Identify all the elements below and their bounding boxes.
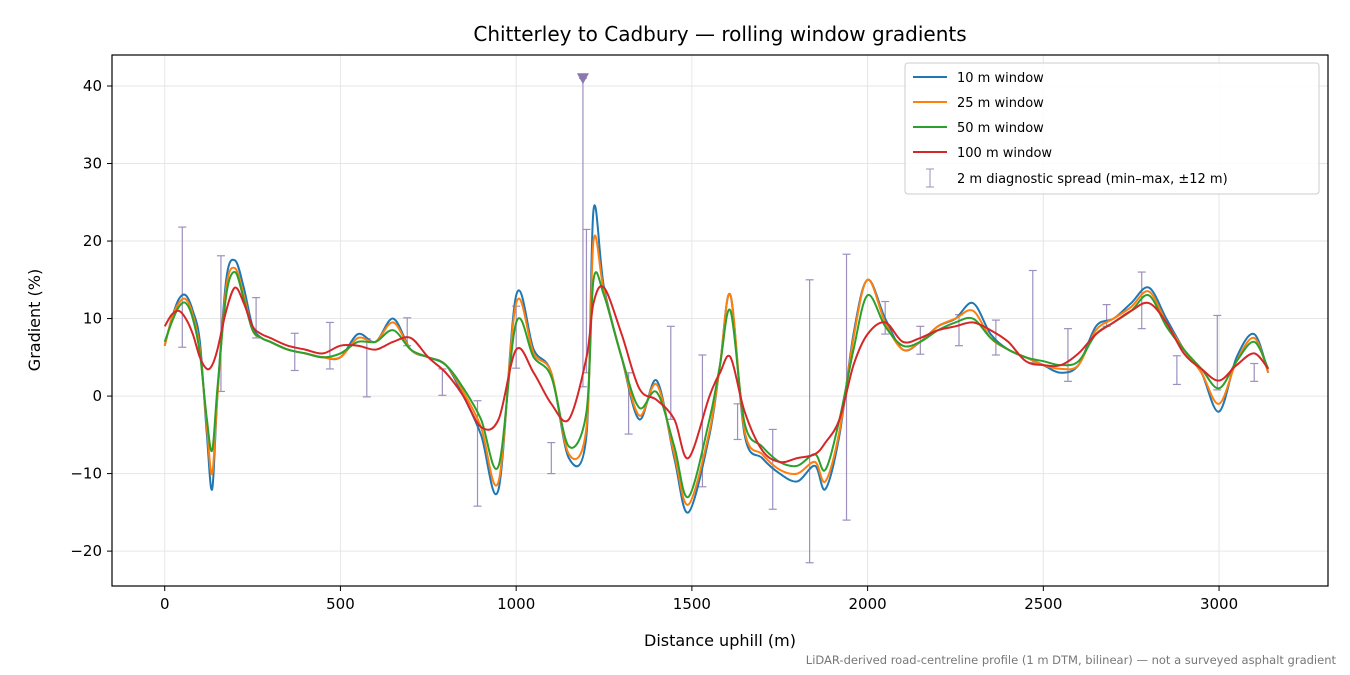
y-axis-label: Gradient (%)	[25, 269, 44, 371]
series-line-w50	[163, 271, 1270, 498]
diagnostic-spread-bar	[325, 321, 334, 370]
plot-frame	[111, 54, 1329, 587]
diagnostic-spread-bar	[916, 325, 925, 355]
series-lines	[163, 204, 1270, 514]
legend-box	[904, 62, 1320, 195]
legend-label-100m: 100 m window	[957, 146, 1052, 161]
y-tick-label: 20	[83, 232, 102, 250]
clipped-markers	[576, 73, 589, 85]
diagnostic-spread-bar	[178, 226, 187, 348]
legend-swatch-errorbar	[926, 168, 934, 188]
x-tick-label: 2000	[849, 595, 887, 613]
legend-label-25m: 25 m window	[957, 96, 1044, 111]
legend-label-10m: 10 m window	[957, 71, 1044, 86]
x-tick-label: 3000	[1200, 595, 1238, 613]
clipped-max-marker	[576, 73, 589, 85]
diagnostic-spread-bar	[1250, 362, 1259, 382]
y-tick-label: 10	[83, 310, 102, 328]
x-tick-label: 500	[326, 595, 355, 613]
grid-lines	[112, 55, 1328, 586]
x-tick-label: 2500	[1024, 595, 1062, 613]
y-tick-label: 30	[83, 155, 102, 173]
legend-label-50m: 50 m window	[957, 121, 1044, 136]
diagnostic-spread-bar	[1213, 314, 1222, 391]
x-tick-label: 1000	[497, 595, 535, 613]
legend: 10 m window 25 m window 50 m window 100 …	[904, 62, 1320, 195]
y-tick-label: 40	[83, 77, 102, 95]
y-tick-label: −20	[70, 542, 102, 560]
y-tick-label: −10	[70, 465, 102, 483]
y-axis-ticks: −20 −10 0 10 20 30 40	[70, 77, 112, 560]
series-line-w100	[163, 285, 1270, 464]
x-axis-label: Distance uphill (m)	[644, 631, 796, 650]
chart-title: Chitterley to Cadbury — rolling window g…	[473, 22, 966, 46]
diagnostic-spread-bar	[1172, 355, 1181, 386]
x-tick-label: 0	[160, 595, 170, 613]
diagnostic-spread-bar	[547, 441, 556, 475]
diagnostic-spread-bar	[1137, 271, 1146, 330]
x-tick-label: 1500	[673, 595, 711, 613]
legend-label-errorbar: 2 m diagnostic spread (min–max, ±12 m)	[957, 172, 1228, 187]
x-axis-ticks: 0 500 1000 1500 2000 2500 3000	[160, 586, 1238, 613]
diagnostic-spread-bar	[805, 279, 814, 564]
y-tick-label: 0	[92, 387, 102, 405]
diagnostic-spread-bar	[991, 319, 1000, 356]
footnote: LiDAR-derived road-centreline profile (1…	[806, 653, 1337, 667]
